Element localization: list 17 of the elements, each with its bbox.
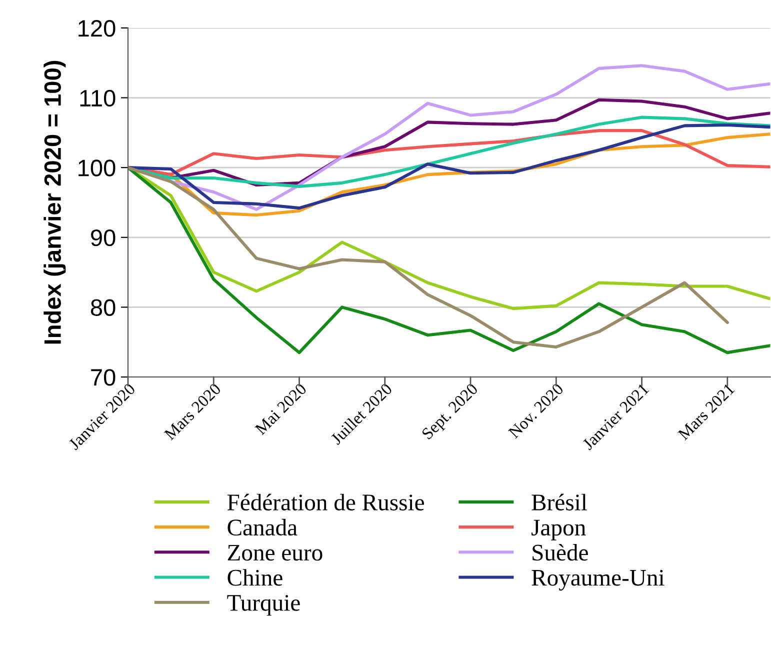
y-tick-label: 120 <box>78 20 116 37</box>
legend-label: Fédération de Russie <box>227 494 424 510</box>
y-axis-title: Index (janvier 2020 = 100) <box>44 60 66 344</box>
legend-label: Turquie <box>227 594 300 616</box>
line-series <box>128 123 770 210</box>
legend-label: Suède <box>532 544 588 561</box>
legend-label: Brésil <box>532 494 587 510</box>
legend-label: Japon <box>532 520 586 540</box>
y-tick-label: 80 <box>90 299 116 316</box>
legend-label: Royaume-Uni <box>532 570 664 591</box>
y-tick-label: 100 <box>78 160 116 176</box>
y-tick-label: 70 <box>91 369 116 386</box>
y-tick-label: 90 <box>91 229 116 246</box>
legend-label: Zone euro <box>228 544 322 561</box>
legend-label: Chine <box>228 569 282 586</box>
y-tick-label: 110 <box>80 90 116 107</box>
legend-label: Canada <box>228 518 298 536</box>
